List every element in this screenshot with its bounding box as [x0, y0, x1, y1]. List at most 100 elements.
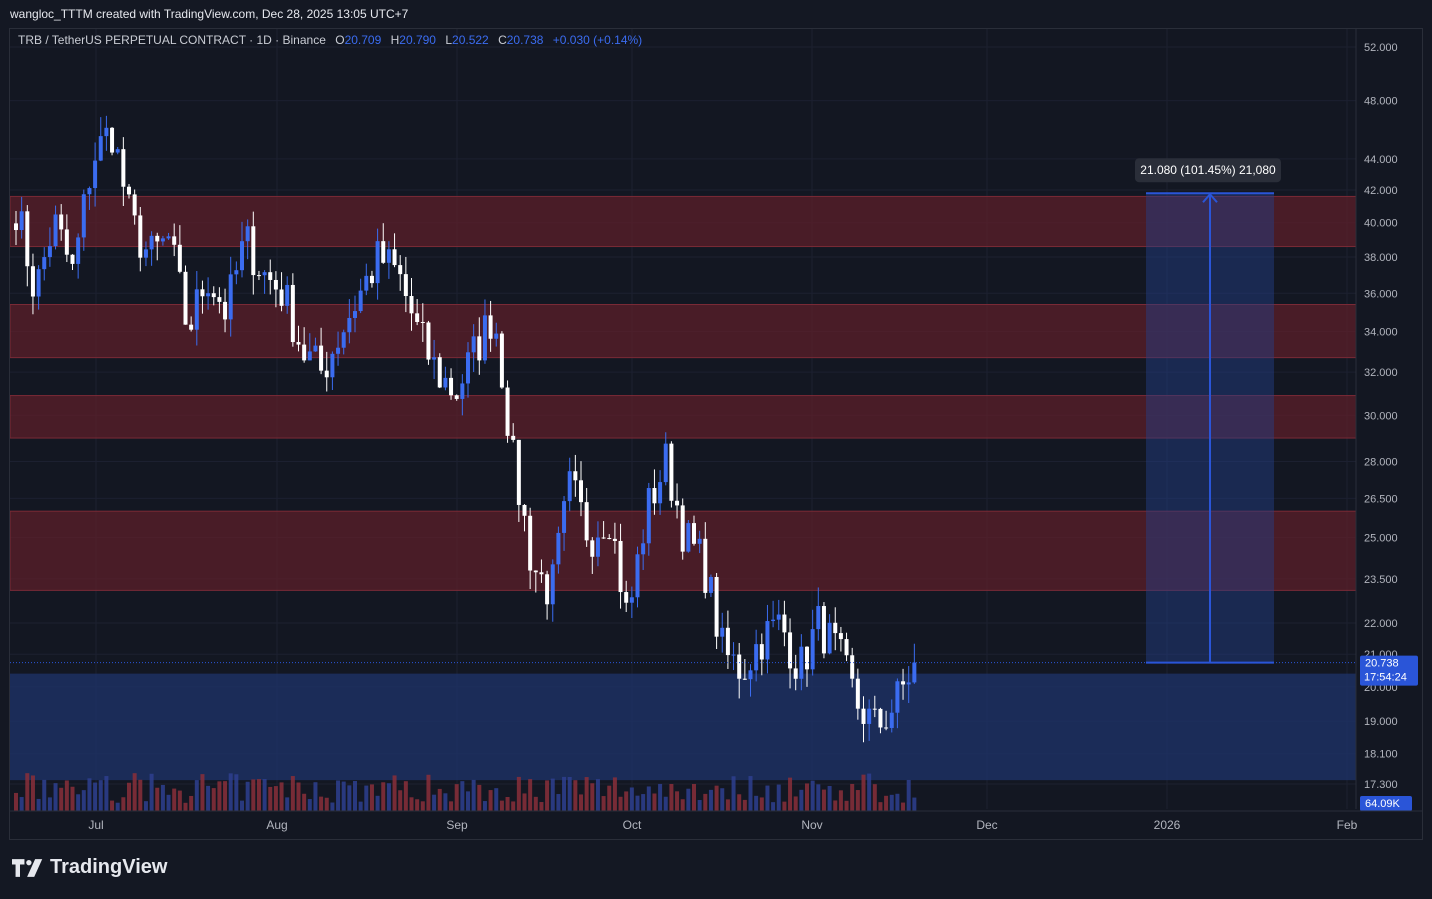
candle: [330, 353, 335, 378]
candle: [505, 387, 510, 436]
volume-bar: [290, 776, 295, 811]
volume-bar: [522, 793, 527, 811]
candle: [663, 443, 668, 483]
volume-bar: [680, 799, 685, 811]
volume-bar: [562, 776, 567, 811]
tradingview-logo[interactable]: TradingView: [12, 856, 167, 879]
candle: [183, 271, 188, 325]
volume-bar: [844, 800, 849, 811]
candle: [725, 627, 730, 656]
candle: [855, 678, 860, 709]
support-zone: [10, 673, 1356, 781]
volume-bar: [437, 788, 442, 811]
volume-bar: [177, 790, 182, 811]
volume-bar: [742, 799, 747, 811]
candle: [211, 293, 216, 298]
volume-bar: [516, 776, 521, 811]
candle: [742, 678, 747, 680]
candle: [443, 377, 448, 388]
volume-bar: [708, 789, 713, 811]
candle: [245, 226, 250, 242]
volume-bar: [245, 781, 250, 811]
volume-bar: [810, 780, 815, 811]
volume-bar: [805, 783, 809, 811]
candle: [369, 275, 374, 284]
volume-bar: [307, 799, 312, 811]
candle: [336, 347, 341, 354]
volume-bar: [658, 783, 663, 811]
volume-bar: [466, 791, 470, 811]
candle: [675, 500, 680, 506]
legend-change: +0.030 (+0.14%): [552, 33, 643, 47]
measure-arrow-head: [1202, 192, 1218, 203]
candle: [251, 226, 256, 276]
candle: [177, 244, 182, 272]
x-tick-label: Oct: [623, 818, 642, 832]
volume-bar: [511, 801, 516, 811]
volume-bar: [884, 795, 889, 811]
candle: [895, 681, 900, 713]
candle: [189, 324, 194, 330]
volume-bar: [765, 785, 770, 811]
candle: [172, 236, 177, 245]
volume-bar: [675, 791, 680, 811]
volume-bar: [494, 788, 499, 811]
candle: [748, 670, 753, 680]
candle: [488, 315, 493, 339]
volume-bar: [234, 774, 239, 811]
volume-bar: [895, 793, 900, 811]
volume-bar: [330, 802, 335, 811]
volume-bar: [268, 786, 273, 811]
volume-bar: [601, 796, 606, 811]
volume-bar: [618, 796, 623, 811]
y-tick-label: 40.000: [1364, 218, 1398, 230]
volume-bar: [200, 774, 205, 811]
volume-bar: [692, 783, 696, 811]
volume-bar: [646, 786, 651, 811]
x-tick-label: Dec: [976, 818, 997, 832]
volume-bar: [398, 790, 403, 811]
volume-bar: [64, 780, 69, 811]
volume-bar: [53, 783, 58, 811]
candle: [81, 194, 86, 238]
volume-bar: [172, 788, 177, 811]
candle: [30, 266, 35, 297]
volume-bar: [138, 779, 143, 811]
y-tick-label: 32.000: [1364, 367, 1398, 379]
candlestick-chart[interactable]: 21.080 (101.45%) 21,080 52.000 48.000 44.00…: [10, 29, 1423, 840]
volume-bar: [641, 794, 646, 811]
volume-bar: [392, 775, 397, 811]
volume-badge-value: 64.09K: [1365, 798, 1401, 810]
candle: [228, 274, 233, 320]
candle: [104, 127, 109, 137]
candle: [313, 345, 318, 352]
volume-bar: [104, 776, 109, 811]
candle: [511, 435, 516, 440]
volume-bar: [737, 794, 742, 811]
chart-panel[interactable]: 21.080 (101.45%) 21,080 52.000 48.000 44.00…: [9, 28, 1423, 840]
volume-bar: [663, 796, 668, 811]
volume-bar: [556, 794, 561, 811]
y-tick-label: 17.300: [1364, 779, 1398, 791]
candle: [449, 377, 454, 396]
candle: [731, 654, 736, 656]
candle: [155, 235, 160, 242]
volume-bar: [867, 773, 872, 811]
resistance-zone: [10, 195, 1357, 248]
volume-bar: [155, 787, 160, 811]
volume-bar: [432, 794, 437, 811]
price-badge-countdown: 17:54:24: [1364, 672, 1407, 684]
y-tick-label: 25.000: [1364, 532, 1398, 544]
volume-bar: [403, 781, 408, 811]
candle: [618, 540, 623, 593]
volume-bar: [629, 787, 634, 811]
measure-label-bg: [1135, 158, 1281, 183]
candle: [36, 269, 41, 297]
volume-bar: [240, 800, 244, 811]
candle: [573, 471, 578, 481]
candle: [319, 345, 324, 371]
volume-bar: [782, 801, 787, 811]
y-tick-label: 18.100: [1364, 749, 1398, 761]
candle: [268, 272, 273, 280]
candle: [217, 297, 222, 302]
